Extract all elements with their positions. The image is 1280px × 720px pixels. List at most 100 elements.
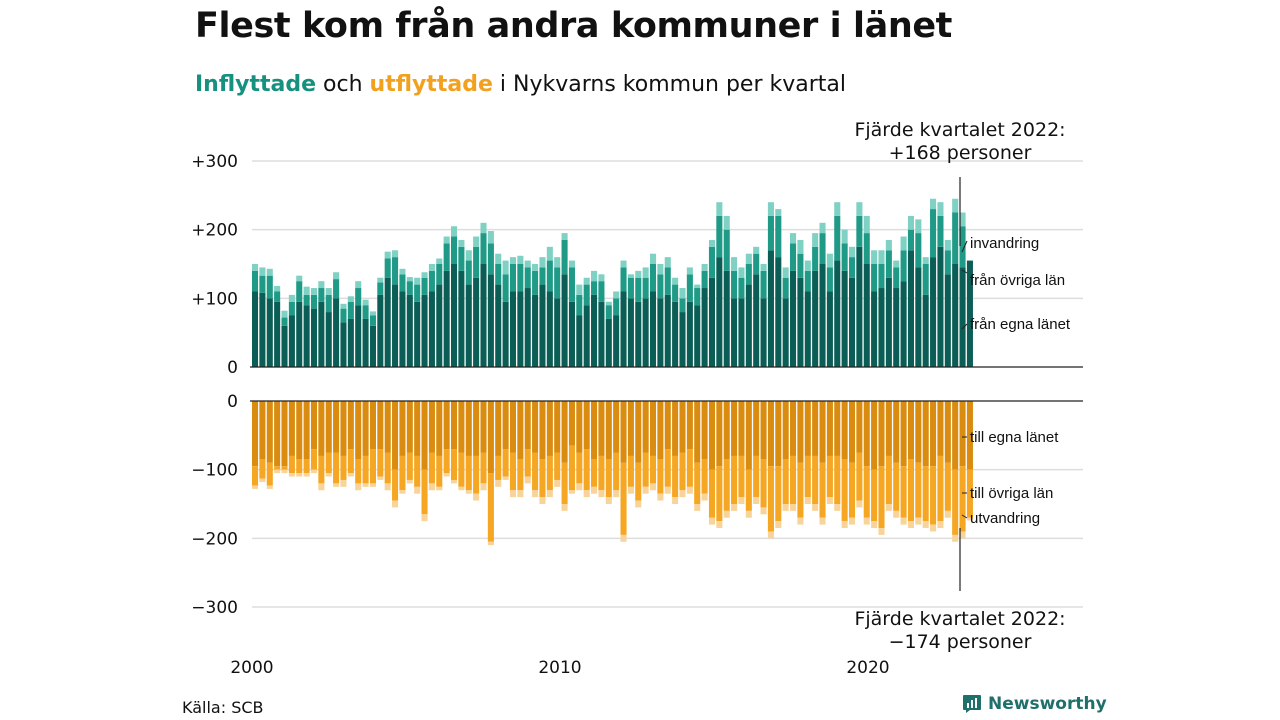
bar-in-2 [532,270,539,295]
bar-out-1 [716,401,723,467]
bar-out-2 [333,452,340,484]
bar-in-3 [930,198,937,210]
bar-in-2 [635,277,642,302]
bar-in-2 [450,236,458,264]
bar-out-2 [959,466,966,532]
bar-out-3 [745,510,752,518]
bar-in-3 [664,257,671,268]
bar-in-3 [443,236,450,244]
bar-in-3 [635,270,642,278]
bar-out-1 [502,401,509,450]
bar-in-1 [362,318,369,367]
bar-out-3 [649,483,657,491]
series-leader-line [961,269,968,274]
bar-out-3 [966,517,973,521]
bar-in-2 [480,233,487,264]
bar-in-1 [546,291,553,367]
bar-out-3 [325,473,332,477]
brand-name: Newsworthy [988,694,1107,714]
bar-out-3 [871,521,878,529]
bar-out-2 [753,455,760,498]
bar-in-2 [495,264,502,285]
bar-out-3 [377,476,384,480]
bar-in-2 [465,260,472,285]
bar-out-2 [318,455,325,484]
bar-out-2 [399,455,406,491]
bar-in-3 [347,296,354,302]
bar-out-2 [642,452,649,487]
subtitle-inflyttade: Inflyttade [195,72,317,97]
bar-out-1 [554,401,561,453]
bar-in-3 [848,246,856,258]
bar-out-2 [627,455,634,487]
bar-out-3 [428,483,435,491]
bar-out-1 [546,401,553,456]
bar-out-3 [804,497,811,504]
bar-out-3 [473,493,480,501]
bar-out-1 [937,401,944,456]
bar-in-2 [907,229,914,251]
bar-in-2 [583,284,590,306]
bar-out-1 [708,401,716,470]
bar-out-3 [532,490,539,498]
bar-in-1 [915,267,922,367]
bar-out-1 [627,401,634,456]
bar-out-3 [930,524,937,532]
bar-in-1 [252,291,259,367]
bar-in-2 [487,243,494,275]
bar-in-3 [775,209,782,216]
bar-out-3 [863,517,870,525]
bar-in-1 [812,270,819,367]
bar-out-2 [834,455,841,504]
bar-in-2 [937,215,944,247]
bar-in-2 [613,298,620,316]
bar-out-2 [325,452,332,474]
migration-chart: +300 +200 +100 0 0 −100 −200 −300 från egna läne… [191,119,1083,678]
bar-out-2 [583,449,590,491]
bar-in-2 [679,298,686,313]
bar-out-1 [790,401,797,456]
bar-in-2 [797,253,804,278]
bar-out-3 [959,531,966,539]
bar-out-2 [620,462,627,535]
bar-out-3 [841,521,848,529]
bar-out-2 [369,449,376,484]
bar-in-1 [708,277,716,367]
bar-out-2 [598,455,605,491]
bar-in-1 [406,294,413,367]
bar-out-2 [657,459,664,494]
bar-in-3 [893,260,900,268]
bar-out-3 [738,497,745,504]
bar-in-3 [288,294,295,302]
bar-out-1 [480,401,487,453]
bar-in-2 [686,274,693,302]
bar-out-2 [443,449,450,474]
bar-in-3 [613,291,620,299]
bar-in-1 [664,294,671,367]
bar-in-3 [819,222,826,234]
bar-in-3 [355,281,362,289]
bar-in-3 [487,231,494,244]
bar-out-3 [480,483,487,491]
bar-in-3 [406,277,413,282]
bar-out-2 [274,466,281,470]
bar-in-3 [738,267,745,278]
y-tick-label: 0 [227,358,238,378]
bar-out-3 [333,483,340,487]
bar-in-2 [848,257,856,278]
bar-out-2 [649,455,657,484]
bar-in-2 [863,233,870,264]
bar-out-3 [782,504,789,511]
y-tick-label: −100 [191,461,238,481]
bar-out-2 [745,469,752,511]
bar-in-3 [554,257,561,268]
bar-out-1 [369,401,376,450]
bar-out-1 [738,401,745,456]
bar-out-3 [885,504,892,511]
bar-in-3 [907,215,914,230]
bar-out-1 [753,401,760,456]
bar-out-2 [826,455,833,498]
bar-out-2 [952,469,959,535]
bar-in-2 [561,239,568,275]
bar-in-1 [576,315,583,367]
